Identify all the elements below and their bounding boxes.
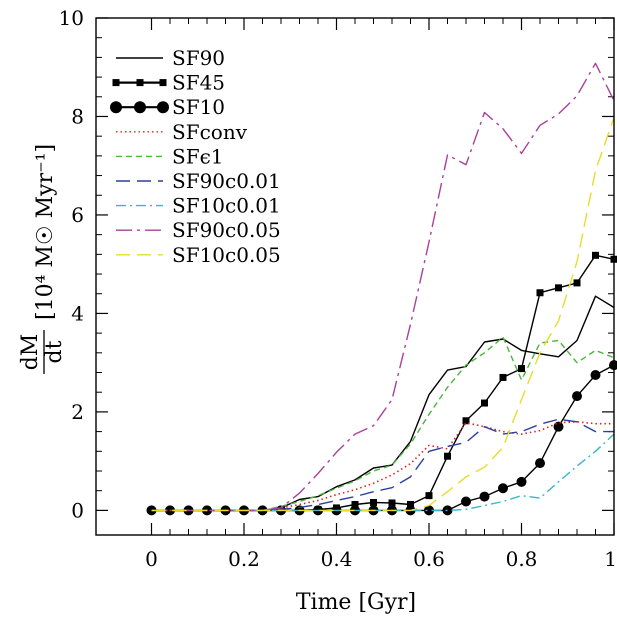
legend-marker-SF45 xyxy=(112,79,120,87)
series-marker-SF45 xyxy=(425,492,433,500)
y-tick-label: 10 xyxy=(59,6,84,30)
series-line-SF10c0.05 xyxy=(151,117,615,512)
series-line-SF45 xyxy=(151,254,615,512)
legend-marker-SF10 xyxy=(157,101,169,114)
x-tick-label: 0.4 xyxy=(321,547,353,571)
series-line-SF90 xyxy=(151,295,615,512)
x-tick-label: 1 xyxy=(604,547,617,571)
series-marker-SF10 xyxy=(479,491,490,502)
series-marker-SF45 xyxy=(444,452,451,460)
series-line-SFconv xyxy=(151,420,614,512)
legend-label-SF10c0.05: SF10c0.05 xyxy=(172,243,281,267)
legend-marker-SF10 xyxy=(110,101,122,114)
legend-label-SF45: SF45 xyxy=(172,71,225,95)
series-marker-SF45 xyxy=(592,251,599,259)
y-tick-labels: 0 2 4 6 8 10 xyxy=(59,6,84,522)
legend-label-SFϵ1: SFϵ1 xyxy=(172,144,224,168)
series-marker-SF45 xyxy=(573,279,581,287)
x-axis-label: Time [Gyr] xyxy=(296,590,416,615)
x-tick-label: 0.8 xyxy=(506,547,538,571)
series-marker-SF45 xyxy=(536,289,544,297)
legend-label-SF90c0.05: SF90c0.05 xyxy=(172,218,281,242)
legend-marker-SF10 xyxy=(134,101,146,114)
legend-marker-SF45 xyxy=(159,79,167,87)
y-tick-label: 4 xyxy=(71,301,84,325)
series-marker-SF45 xyxy=(351,500,359,508)
series-marker-SF45 xyxy=(499,373,507,381)
series-marker-SF45 xyxy=(555,284,562,292)
series-marker-SF45 xyxy=(407,500,414,508)
series-marker-SF45 xyxy=(388,499,396,507)
series-marker-SF10 xyxy=(535,458,545,469)
y-axis-label: dM dt [10⁴ M☉ Myr⁻¹] xyxy=(18,144,67,374)
series-marker-SF45 xyxy=(481,399,488,407)
y-tick-label: 0 xyxy=(71,498,84,522)
series-marker-SF10 xyxy=(609,360,617,371)
series-line-SFϵ1 xyxy=(151,336,615,512)
y-axis-label-fraction-numerator: dM xyxy=(18,334,43,371)
x-tick-label: 0.6 xyxy=(413,547,445,571)
legend: SF90SF45SF10SFconvSFϵ1SF90c0.01SF10c0.01… xyxy=(110,46,281,267)
y-tick-label: 2 xyxy=(71,400,84,424)
legend-label-SF10c0.01: SF10c0.01 xyxy=(172,194,281,218)
series-line-SF90c0.01 xyxy=(151,418,614,512)
series-marker-SF45 xyxy=(370,499,377,507)
y-tick-label: 8 xyxy=(71,104,84,128)
legend-label-SF90: SF90 xyxy=(172,46,225,70)
series-marker-SF10 xyxy=(590,369,601,380)
series-layer xyxy=(146,62,617,516)
x-tick-label: 0.2 xyxy=(228,547,260,571)
series-marker-SF45 xyxy=(462,417,470,425)
x-tick-labels: 0 0.2 0.4 0.6 0.8 1 xyxy=(145,547,617,571)
legend-label-SFconv: SFconv xyxy=(172,120,248,144)
y-axis-label-fraction-denominator: dt xyxy=(42,340,67,363)
series-marker-SF10 xyxy=(424,505,434,516)
legend-label-SF90c0.01: SF90c0.01 xyxy=(172,169,281,193)
series-marker-SF45 xyxy=(518,365,525,373)
plot-frame xyxy=(95,17,615,536)
legend-label-SF10: SF10 xyxy=(172,95,225,119)
y-tick-label: 6 xyxy=(71,203,84,227)
legend-marker-SF45 xyxy=(136,79,144,87)
series-marker-SF10 xyxy=(498,483,508,494)
minor-ticks xyxy=(96,18,614,535)
series-marker-SF10 xyxy=(461,496,471,507)
y-axis-label-units: [10⁴ M☉ Myr⁻¹] xyxy=(33,144,58,320)
series-marker-SF10 xyxy=(516,476,527,487)
series-line-SF90c0.05 xyxy=(151,62,615,512)
series-line-SF10 xyxy=(151,364,615,512)
series-line-SF10c0.01 xyxy=(151,433,615,512)
series-marker-SF10 xyxy=(572,391,582,402)
x-tick-label: 0 xyxy=(145,547,158,571)
series-marker-SF10 xyxy=(553,421,564,432)
